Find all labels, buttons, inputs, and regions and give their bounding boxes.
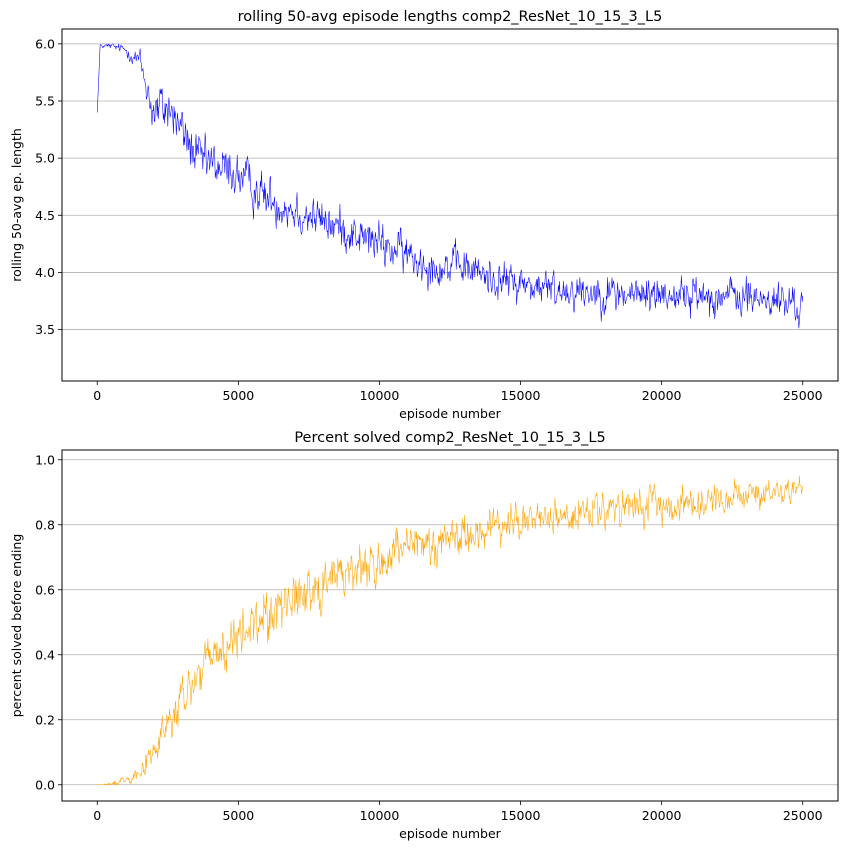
y-tick-label: 0.8 — [35, 517, 55, 532]
y-tick-label: 0.6 — [35, 582, 55, 597]
series-line — [96, 43, 804, 329]
y-axis-label: rolling 50-avg ep. length — [9, 128, 24, 282]
percent-solved-chart: 0.0 0.2 0.4 0.6 0.8 1.0 0 5000 10000 15000 20000 25… — [9, 430, 839, 841]
y-tick-label: 0.0 — [35, 777, 55, 792]
plot-frame — [61, 28, 839, 382]
y-tick-label: 3.5 — [35, 322, 55, 337]
x-tick-label: 20000 — [642, 808, 682, 823]
x-tick-label: 15000 — [501, 808, 541, 823]
x-tick-label: 0 — [93, 388, 101, 403]
series-path — [96, 43, 804, 329]
x-tick-label: 20000 — [642, 388, 682, 403]
y-tick-label: 4.5 — [35, 208, 55, 223]
x-tick-label: 0 — [93, 808, 101, 823]
series-line — [97, 475, 804, 786]
y-tick-label: 5.0 — [35, 151, 55, 166]
chart-title: rolling 50-avg episode lengths comp2_Res… — [238, 9, 663, 25]
x-tick-label: 25000 — [783, 808, 823, 823]
y-tick-label: 5.5 — [35, 94, 55, 109]
plot-frame — [61, 449, 839, 802]
y-tick-label: 0.4 — [35, 647, 55, 662]
y-axis-label: percent solved before ending — [9, 534, 24, 718]
y-tick-label: 1.0 — [35, 452, 55, 467]
y-tick-label: 0.2 — [35, 712, 55, 727]
x-axis-label: episode number — [399, 826, 502, 841]
axis-ticks: 0.0 0.2 0.4 0.6 0.8 1.0 0 5000 10000 15000 20000 25… — [35, 452, 823, 823]
x-tick-label: 15000 — [501, 388, 541, 403]
x-tick-label: 5000 — [222, 388, 254, 403]
episode-length-chart: 3.5 4.0 4.5 5.0 5.5 6.0 0 5000 10000 15000 20000 25… — [9, 9, 839, 421]
x-tick-label: 5000 — [222, 808, 254, 823]
y-tick-label: 6.0 — [35, 36, 55, 51]
series-path — [97, 475, 804, 786]
y-gridlines — [62, 459, 838, 786]
axis-ticks: 3.5 4.0 4.5 5.0 5.5 6.0 0 5000 10000 15000 20000 25… — [35, 36, 823, 403]
x-tick-label: 10000 — [360, 388, 400, 403]
x-tick-label: 10000 — [360, 808, 400, 823]
x-tick-label: 25000 — [783, 388, 823, 403]
x-axis-label: episode number — [399, 406, 502, 421]
y-gridlines — [62, 43, 838, 330]
y-tick-label: 4.0 — [35, 265, 55, 280]
chart-title: Percent solved comp2_ResNet_10_15_3_L5 — [294, 430, 605, 446]
